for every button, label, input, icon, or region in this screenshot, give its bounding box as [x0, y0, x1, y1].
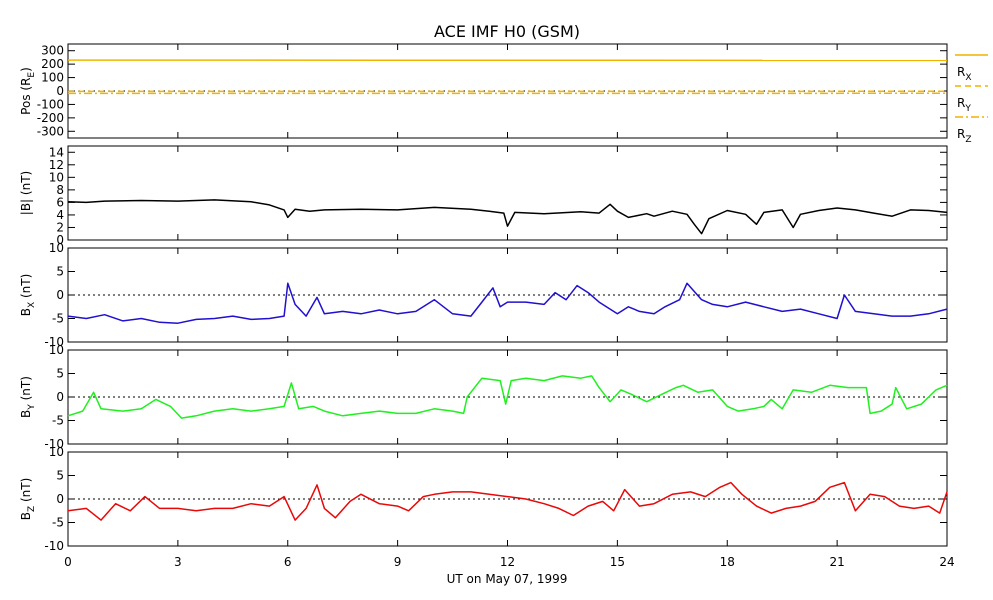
- y-tick-label: 0: [56, 84, 64, 98]
- y-tick-label: -5: [52, 516, 64, 530]
- y-tick-label: 8: [56, 183, 64, 197]
- y-tick-label: 14: [49, 145, 64, 159]
- y-tick-label: 12: [49, 158, 64, 172]
- y-tick-label: 0: [56, 288, 64, 302]
- y-axis-title: BZ (nT): [19, 478, 37, 521]
- y-tick-label: 6: [56, 195, 64, 209]
- y-tick-label: 300: [41, 44, 64, 58]
- y-tick-label: -300: [37, 124, 64, 138]
- y-tick-label: 2: [56, 220, 64, 234]
- y-tick-label: -100: [37, 97, 64, 111]
- y-tick-label: -5: [52, 312, 64, 326]
- series-bz-line: [67, 481, 948, 521]
- y-axis-title: BX (nT): [19, 274, 37, 317]
- y-tick-label: -200: [37, 111, 64, 125]
- y-axis-title: BY (nT): [19, 376, 37, 418]
- panel-bz: -10 -5 0 5 10 0 3 6 9 12 15 18 21 24 BZ (nT): [19, 445, 955, 569]
- x-axis-title: UT on May 07, 1999: [447, 572, 568, 586]
- x-tick-label: 24: [939, 555, 954, 569]
- y-tick-label: 0: [56, 492, 64, 506]
- y-tick-label: 0: [56, 390, 64, 404]
- y-tick-label: 10: [49, 343, 64, 357]
- y-tick-label: 5: [56, 265, 64, 279]
- legend-label: RY: [957, 96, 971, 114]
- x-tick-label: 15: [610, 555, 625, 569]
- series-b-line: [67, 199, 948, 235]
- y-tick-label: -10: [44, 437, 64, 451]
- x-tick-label: 12: [500, 555, 515, 569]
- series-by-line: [67, 375, 948, 419]
- y-tick-label: 200: [41, 57, 64, 71]
- y-tick-label: 10: [49, 170, 64, 184]
- y-tick-label: 100: [41, 71, 64, 85]
- legend-label: RZ: [957, 127, 972, 145]
- legend-label: RX: [957, 65, 972, 83]
- y-tick-label: 0: [56, 233, 64, 247]
- x-tick-label: 18: [720, 555, 735, 569]
- series-bx-line: [67, 282, 948, 324]
- y-tick-label: -5: [52, 414, 64, 428]
- y-tick-label: -10: [44, 539, 64, 553]
- y-tick-label: -10: [44, 335, 64, 349]
- y-tick-label: 10: [49, 445, 64, 459]
- y-tick-label: 5: [56, 469, 64, 483]
- y-tick-label: 4: [56, 208, 64, 222]
- panel-bx: -10 -5 0 5 10 BX (nT): [19, 241, 948, 349]
- x-tick-label: 3: [174, 555, 182, 569]
- pos-legend: RX RY RZ: [955, 54, 988, 145]
- x-tick-label: 0: [64, 555, 72, 569]
- y-axis-title: |B| (nT): [19, 171, 33, 215]
- x-tick-label: 6: [284, 555, 292, 569]
- y-axis-title: Pos (RE): [19, 67, 37, 115]
- y-tick-label: 5: [56, 367, 64, 381]
- panel-by: -10 -5 0 5 10 BY (nT): [19, 343, 948, 451]
- x-tick-label: 21: [829, 555, 844, 569]
- y-tick-label: 10: [49, 241, 64, 255]
- x-tick-label: 9: [394, 555, 402, 569]
- chart-title: ACE IMF H0 (GSM): [434, 22, 580, 41]
